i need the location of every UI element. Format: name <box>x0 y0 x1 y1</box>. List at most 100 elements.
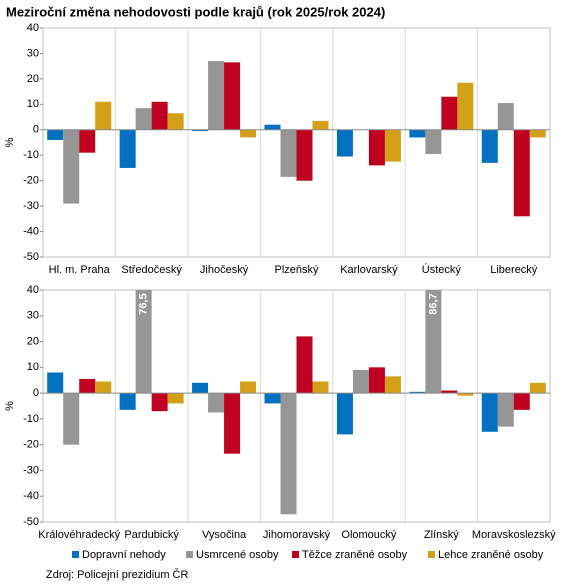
bar <box>119 393 136 410</box>
bar <box>192 382 209 394</box>
x-tick-label: Plzeňský <box>274 264 319 276</box>
bar <box>441 390 458 394</box>
source: Zdroj: Policejní prezidium ČR <box>46 568 188 581</box>
x-tick-label: Hl. m. Praha <box>49 264 111 276</box>
y-tick-label: 20 <box>27 73 39 85</box>
bar <box>47 372 64 394</box>
bar <box>192 129 209 132</box>
y-tick-label: -20 <box>23 175 39 187</box>
bar <box>296 129 313 181</box>
bar <box>441 96 458 130</box>
bar <box>224 62 241 130</box>
bar <box>409 391 426 394</box>
y-tick-label: -20 <box>23 439 39 451</box>
bar <box>135 290 152 394</box>
bar <box>457 82 474 130</box>
y-axis-label: % <box>4 137 16 147</box>
y-tick-label: 0 <box>33 124 39 136</box>
chart-title: Meziroční změna nehodovosti podle krajů … <box>6 4 385 19</box>
bar <box>497 103 514 130</box>
y-tick-label: 30 <box>27 310 39 322</box>
y-axis-label: % <box>4 401 16 411</box>
x-tick-label: Královéhradecký <box>38 529 120 541</box>
y-tick-label: 0 <box>33 387 39 399</box>
y-tick-label: -10 <box>23 149 39 161</box>
bar <box>352 369 369 394</box>
bar <box>95 101 112 130</box>
legend-swatch <box>186 551 193 558</box>
y-tick-label: 10 <box>27 361 39 373</box>
bar <box>135 108 152 130</box>
bar <box>425 290 442 394</box>
x-tick-label: Středočeský <box>121 264 182 276</box>
bar <box>63 129 80 204</box>
bar <box>264 124 281 130</box>
bar <box>425 129 442 154</box>
legend-label: Těžce zraněné osoby <box>302 549 408 561</box>
bar <box>208 61 225 130</box>
value-label: 86,7 <box>427 293 439 314</box>
bar <box>280 393 297 515</box>
bar <box>63 393 80 445</box>
legend-swatch <box>292 551 299 558</box>
bar <box>368 129 385 166</box>
y-tick-label: -50 <box>23 251 39 263</box>
bar <box>529 129 546 138</box>
bar <box>336 129 353 157</box>
y-tick-label: 40 <box>27 284 39 296</box>
legend-swatch <box>428 551 435 558</box>
bar <box>368 367 385 394</box>
bar <box>481 129 498 163</box>
bar <box>79 129 96 153</box>
bar <box>312 120 329 130</box>
bar <box>497 393 514 427</box>
bar <box>119 129 136 168</box>
bar <box>224 393 241 454</box>
y-tick-label: 20 <box>27 335 39 347</box>
y-tick-label: -40 <box>23 490 39 502</box>
bar <box>167 113 184 130</box>
bar <box>457 393 474 396</box>
y-tick-label: -50 <box>23 516 39 528</box>
bar <box>151 393 168 412</box>
y-tick-label: -30 <box>23 200 39 212</box>
x-tick-label: Jihočeský <box>200 264 249 276</box>
bar <box>151 101 168 130</box>
plot-frame <box>42 27 551 258</box>
bar <box>208 393 225 413</box>
bar <box>95 381 112 394</box>
y-tick-label: -10 <box>23 413 39 425</box>
plot-frame <box>42 289 551 523</box>
x-tick-label: Jihomoravský <box>263 529 331 541</box>
bar <box>513 393 530 410</box>
bar <box>312 381 329 394</box>
legend-swatch <box>72 551 79 558</box>
x-tick-label: Karlovarský <box>340 264 398 276</box>
bar <box>409 129 426 138</box>
x-tick-label: Liberecký <box>490 264 538 276</box>
y-tick-label: 30 <box>27 47 39 59</box>
bar <box>384 129 401 162</box>
bar <box>240 129 257 138</box>
x-tick-label: Zlínský <box>424 529 459 541</box>
bar <box>240 381 257 394</box>
bar <box>481 393 498 432</box>
legend-label: Dopravní nehody <box>82 549 166 561</box>
bar <box>167 393 184 404</box>
y-tick-label: -40 <box>23 225 39 237</box>
bar <box>336 393 353 435</box>
bar <box>264 393 281 404</box>
y-tick-label: 10 <box>27 98 39 110</box>
bar <box>296 336 313 394</box>
legend-label: Usmrcené osoby <box>196 549 279 561</box>
y-tick-label: 40 <box>27 22 39 34</box>
x-tick-label: Moravskoslezský <box>472 529 556 541</box>
bar <box>529 382 546 394</box>
bar <box>79 378 96 394</box>
bar <box>280 129 297 177</box>
legend-label: Lehce zraněné osoby <box>438 549 544 561</box>
bar <box>384 376 401 394</box>
y-tick-label: -30 <box>23 464 39 476</box>
value-label: 76,5 <box>138 293 150 314</box>
